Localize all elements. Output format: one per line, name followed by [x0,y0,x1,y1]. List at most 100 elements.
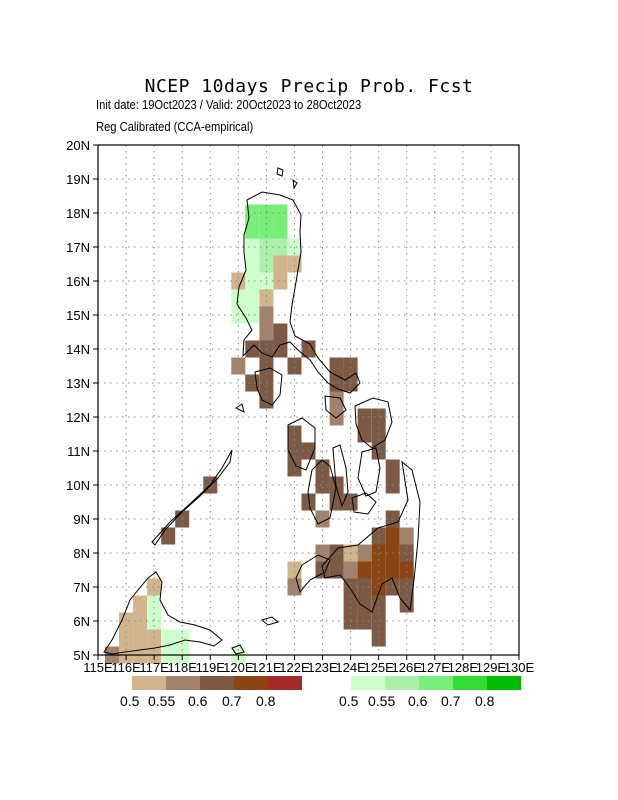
forecast-cell [273,204,288,222]
lon-tick-label: 129E [476,660,507,675]
legend-swatch [385,676,419,690]
legend-wet-label-5: 0.8 [475,693,495,709]
legend-dry-label-2: 0.55 [148,693,176,709]
lat-tick-label: 6N [73,614,90,629]
forecast-cell [357,612,372,630]
lon-tick-label: 123E [307,660,338,675]
forecast-cell [287,578,302,596]
forecast-cell [357,408,372,426]
legend-swatch [351,676,385,690]
forecast-cell [287,357,302,375]
forecast-cell [147,578,162,596]
lon-tick-label: 116E [111,660,141,675]
lat-tick-label: 20N [66,138,90,153]
forecast-cell [329,357,344,375]
map-frame [97,144,520,656]
legend-swatch [419,676,453,690]
forecast-cell [329,561,344,579]
forecast-cell [119,612,133,630]
forecast-cell [287,459,302,477]
forecast-cell [385,561,400,579]
forecast-cell [147,595,162,613]
legend-dry-scale [132,676,302,690]
forecast-cell [357,561,372,579]
legend-swatch [234,676,268,690]
legend-swatch [166,676,200,690]
lat-tick-label: 8N [73,546,90,561]
coast-small [260,616,280,626]
forecast-cell [231,272,246,290]
forecast-cell [329,493,344,511]
lat-tick-label: 19N [66,172,90,187]
forecast-cell [147,612,162,630]
forecast-cell [329,544,344,562]
lon-tick-label: 117E [139,660,169,675]
legend-swatch [200,676,234,690]
forecast-cell [133,629,148,647]
lon-tick-label: 128E [448,660,479,675]
forecast-cell [161,629,176,647]
legend-swatch [487,676,521,690]
lat-tick-label: 14N [66,342,90,357]
forecast-cell [371,595,386,613]
forecast-cell [245,255,260,273]
forecast-cell [371,408,386,426]
forecast-cell [399,561,414,579]
coast-luzon [236,191,361,394]
coast-cuyo [235,403,245,413]
legend-dry-label-4: 0.7 [222,693,242,709]
legend-dry-label-3: 0.6 [188,693,208,709]
forecast-cell [273,238,288,256]
forecast-cell [329,476,344,494]
forecast-cell [259,255,274,273]
lon-tick-label: 119E [196,660,226,675]
legend-dry-label-5: 0.8 [256,693,276,709]
lat-tick-label: 7N [73,580,90,595]
lon-tick-label: 121E [251,660,282,675]
forecast-cell [399,578,414,596]
forecast-cell [371,561,386,579]
coast-batanes [276,167,284,177]
lat-tick-label: 9N [73,512,90,527]
latitude-labels: 5N 6N 7N 8N 9N 10N 11N 12N 13N 14N 15N 16N 17N 18N 19N… [66,138,98,663]
legend-wet-scale [351,676,521,690]
coast-palawan [151,449,233,546]
lat-tick-label: 16N [66,274,90,289]
coast-bohol [351,492,377,515]
legend-wet-label-3: 0.6 [408,693,428,709]
chart-title: NCEP 10days Precip Prob. Fcst [144,76,474,97]
forecast-cell [245,289,260,307]
forecast-cell [385,527,400,545]
forecast-cell [357,544,372,562]
lat-tick-label: 12N [66,410,90,425]
lon-tick-label: 118E [167,660,197,675]
lat-tick-label: 11N [67,444,90,459]
longitude-labels: 115E116E117E118E119E120E121E122E123E124E… [83,655,535,675]
calibration-note: Reg Calibrated (CCA-empirical) [96,119,254,134]
coast-cebu [332,444,349,508]
coast-babuyan [292,178,298,190]
legend-swatch [132,676,166,690]
coast-sabah [103,571,223,655]
lat-tick-label: 10N [66,478,90,493]
forecast-cell [315,476,330,494]
legend-wet-label-4: 0.7 [441,693,461,709]
lat-tick-label: 17N [66,240,90,255]
forecast-cell [245,340,260,358]
forecast-cell [273,221,288,239]
forecast-cell [245,221,260,239]
forecast-cell [343,595,358,613]
lat-tick-label: 13N [66,376,90,391]
forecast-cell [231,289,246,307]
legend-dry-label-1: 0.5 [120,693,140,709]
lat-tick-label: 15N [66,308,90,323]
forecast-cell [259,289,274,307]
forecast-cell [133,595,148,613]
coast-mindanao [321,460,421,613]
forecast-cell [161,527,176,545]
coast-masbate [324,395,347,419]
forecast-cell [329,374,344,392]
forecast-cell [371,612,386,630]
coast-negros [307,459,337,525]
